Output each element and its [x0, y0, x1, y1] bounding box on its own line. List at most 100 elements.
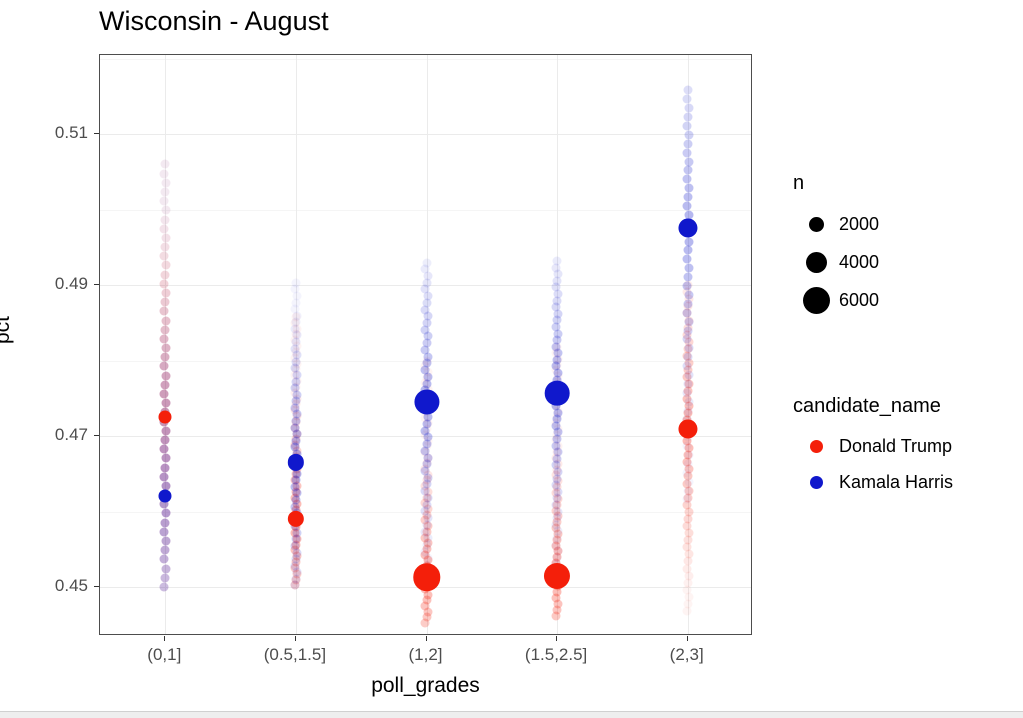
jitter-point: [290, 423, 300, 433]
jitter-point: [684, 571, 694, 581]
jitter-point: [159, 306, 169, 316]
jitter-point: [683, 192, 693, 202]
jitter-point: [684, 130, 694, 140]
jitter-point: [422, 278, 431, 288]
jitter-point: [420, 515, 430, 525]
jitter-point: [422, 441, 431, 451]
jitter-point: [423, 487, 433, 497]
data-point-mean[interactable]: [678, 218, 698, 238]
jitter-point: [423, 513, 433, 523]
jitter-point: [683, 301, 693, 311]
jitter-point: [292, 528, 302, 538]
jitter-point: [682, 281, 692, 291]
jitter-point: [423, 412, 433, 422]
jitter-point: [292, 311, 302, 321]
jitter-point: [159, 224, 169, 234]
data-point-mean[interactable]: [678, 418, 698, 439]
jitter-point: [290, 440, 300, 450]
jitter-point: [553, 354, 563, 364]
jitter-point: [423, 453, 433, 463]
jitter-point: [161, 508, 171, 518]
jitter-point: [683, 326, 693, 335]
jitter-point: [292, 394, 302, 404]
jitter-point: [290, 423, 300, 433]
jitter-point: [161, 426, 171, 436]
jitter-point: [292, 469, 302, 479]
jitter-point: [423, 436, 433, 445]
jitter-point: [551, 453, 561, 463]
x-axis-tick-label: (0,1]: [147, 645, 182, 664]
jitter-point: [423, 271, 433, 281]
jitter-point: [422, 258, 431, 267]
jitter-point: [422, 356, 431, 366]
legend-size-item[interactable]: 4000: [793, 243, 879, 281]
jitter-point: [553, 467, 563, 477]
jitter-point: [292, 429, 302, 439]
jitter-point: [422, 424, 431, 434]
jitter-point: [291, 534, 301, 544]
jitter-point: [420, 284, 430, 294]
jitter-point: [420, 413, 430, 423]
jitter-point: [683, 365, 693, 375]
jitter-point: [161, 398, 171, 408]
jitter-point: [290, 580, 300, 590]
jitter-point: [553, 494, 563, 504]
jitter-point: [553, 447, 563, 457]
jitter-point: [684, 157, 694, 167]
legend-color-item[interactable]: Kamala Harris: [793, 464, 953, 500]
jitter-point: [292, 409, 302, 419]
jitter-point: [290, 353, 300, 363]
jitter-point: [682, 287, 692, 297]
legend-size-item[interactable]: 2000: [793, 205, 879, 243]
data-point-mean[interactable]: [413, 389, 440, 415]
data-point-mean[interactable]: [287, 510, 305, 528]
jitter-point: [292, 534, 302, 544]
jitter-point: [553, 368, 563, 378]
jitter-point: [551, 400, 561, 410]
y-axis-tick-label: 0.47: [54, 425, 88, 445]
plot-panel: [99, 54, 752, 635]
jitter-point: [420, 466, 430, 476]
data-point-mean[interactable]: [158, 410, 172, 424]
jitter-point: [684, 358, 694, 368]
jitter-point: [553, 309, 563, 319]
data-point-mean[interactable]: [412, 563, 441, 591]
jitter-point: [291, 298, 301, 308]
legend-color-item[interactable]: Donald Trump: [793, 428, 953, 464]
legend-size-rows: 2000 4000 6000: [793, 205, 879, 319]
data-point-mean[interactable]: [544, 380, 570, 406]
jitter-point: [551, 435, 561, 445]
jitter-point: [551, 263, 561, 273]
jitter-point: [683, 556, 693, 566]
jitter-point: [161, 316, 171, 326]
jitter-point: [682, 394, 692, 403]
jitter-point: [684, 343, 694, 353]
jitter-point: [552, 256, 562, 266]
data-point-mean[interactable]: [287, 454, 305, 471]
jitter-point: [423, 311, 433, 321]
jitter-point: [553, 348, 563, 358]
jitter-point: [159, 554, 169, 564]
jitter-point: [159, 196, 169, 206]
jitter-point: [551, 506, 561, 516]
jitter-point: [551, 421, 561, 431]
legend-size-item[interactable]: 6000: [793, 281, 879, 319]
x-axis-title: poll_grades: [371, 674, 480, 697]
jitter-point: [161, 426, 171, 436]
gridline-vertical: [165, 55, 167, 634]
gridline-vertical: [557, 55, 559, 634]
data-point-mean[interactable]: [158, 489, 172, 503]
legend-size-key: [793, 251, 839, 273]
jitter-point: [292, 341, 302, 351]
jitter-point: [291, 396, 301, 406]
jitter-point: [553, 526, 563, 536]
legend-color-dot-icon: [809, 439, 823, 453]
jitter-point: [422, 475, 431, 485]
jitter-point: [160, 573, 170, 583]
jitter-point: [683, 379, 693, 389]
jitter-point: [683, 408, 693, 418]
jitter-point: [290, 403, 300, 413]
data-point-mean[interactable]: [544, 562, 571, 589]
jitter-point: [290, 383, 300, 393]
jitter-point: [551, 441, 561, 451]
